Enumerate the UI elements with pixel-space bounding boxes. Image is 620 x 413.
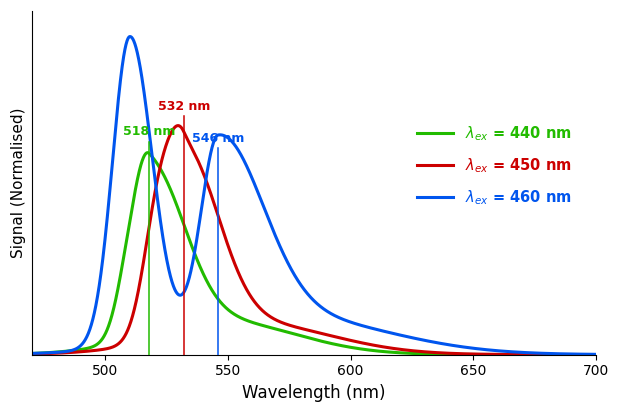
Text: 518 nm: 518 nm xyxy=(123,125,175,138)
$\lambda_{ex}$ = 440 nm xyxy=(114,287,122,292)
$\lambda_{ex}$ = 440 nm xyxy=(4,352,11,357)
$\lambda_{ex}$ = 440 nm xyxy=(144,150,151,155)
Text: 532 nm: 532 nm xyxy=(157,100,210,113)
$\lambda_{ex}$ = 460 nm xyxy=(76,344,84,349)
Text: 546 nm: 546 nm xyxy=(192,132,244,145)
$\lambda_{ex}$ = 460 nm xyxy=(276,243,283,248)
Line: $\lambda_{ex}$ = 450 nm: $\lambda_{ex}$ = 450 nm xyxy=(7,126,620,355)
$\lambda_{ex}$ = 440 nm xyxy=(76,347,84,352)
$\lambda_{ex}$ = 450 nm xyxy=(248,296,255,301)
$\lambda_{ex}$ = 460 nm xyxy=(560,351,567,356)
X-axis label: Wavelength (nm): Wavelength (nm) xyxy=(242,384,386,402)
$\lambda_{ex}$ = 450 nm xyxy=(560,352,567,357)
$\lambda_{ex}$ = 450 nm xyxy=(276,319,283,324)
Line: $\lambda_{ex}$ = 440 nm: $\lambda_{ex}$ = 440 nm xyxy=(7,153,620,355)
Line: $\lambda_{ex}$ = 460 nm: $\lambda_{ex}$ = 460 nm xyxy=(7,37,620,354)
$\lambda_{ex}$ = 450 nm xyxy=(114,342,122,347)
$\lambda_{ex}$ = 450 nm xyxy=(174,123,182,128)
$\lambda_{ex}$ = 440 nm xyxy=(276,328,283,332)
$\lambda_{ex}$ = 450 nm xyxy=(4,352,11,357)
$\lambda_{ex}$ = 460 nm xyxy=(248,175,255,180)
$\lambda_{ex}$ = 460 nm xyxy=(4,351,11,356)
$\lambda_{ex}$ = 440 nm xyxy=(248,320,255,325)
Y-axis label: Signal (Normalised): Signal (Normalised) xyxy=(11,108,26,258)
$\lambda_{ex}$ = 450 nm xyxy=(76,349,84,354)
$\lambda_{ex}$ = 440 nm xyxy=(560,352,567,357)
$\lambda_{ex}$ = 460 nm xyxy=(114,103,122,108)
Legend: $\lambda_{ex}$ = 440 nm, $\lambda_{ex}$ = 450 nm, $\lambda_{ex}$ = 460 nm: $\lambda_{ex}$ = 440 nm, $\lambda_{ex}$ … xyxy=(410,119,577,213)
$\lambda_{ex}$ = 460 nm xyxy=(126,34,134,39)
